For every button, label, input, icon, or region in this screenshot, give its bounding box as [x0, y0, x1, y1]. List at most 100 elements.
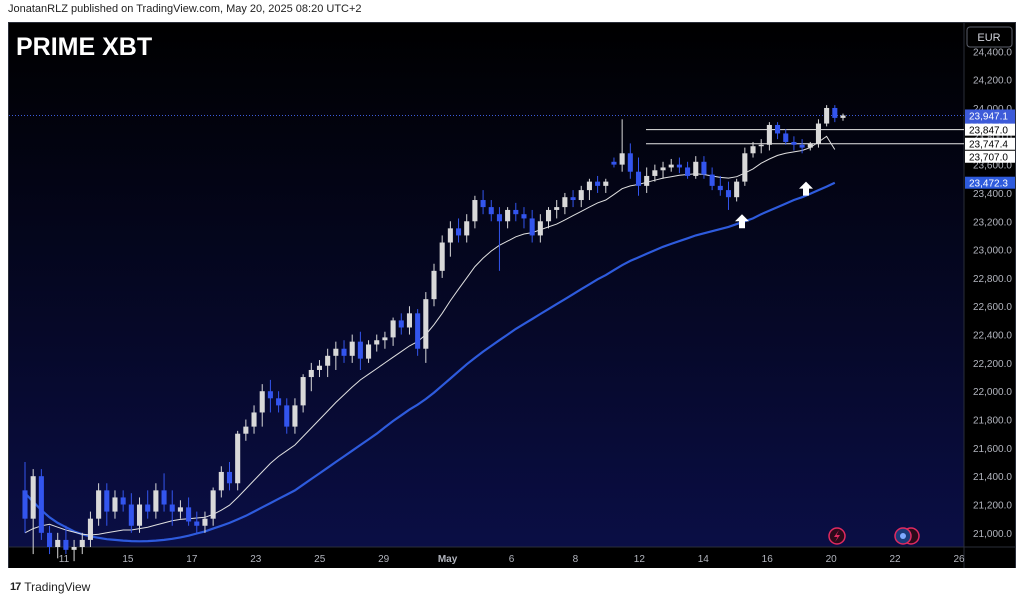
currency-box[interactable]: EUR	[966, 26, 1013, 48]
candle	[169, 490, 175, 526]
candle	[734, 178, 740, 202]
candle-body	[480, 200, 486, 208]
horizontal-levels	[9, 114, 964, 145]
candle-body	[521, 214, 527, 219]
candle-body	[390, 320, 396, 338]
x-tick-label: 15	[122, 554, 134, 565]
candle	[832, 105, 838, 123]
candle	[112, 490, 118, 519]
candle	[586, 178, 592, 201]
x-tick-label: 11	[59, 554, 70, 565]
support-arrow-1	[735, 214, 749, 229]
candle-body	[464, 221, 470, 236]
x-tick-label: 17	[186, 554, 198, 565]
candle-body	[276, 398, 282, 406]
price-label-text: 23,707.0	[969, 153, 1008, 164]
candle	[153, 483, 159, 519]
candle-body	[333, 348, 339, 356]
x-tick-label: 25	[314, 554, 326, 565]
support-arrow-2	[799, 181, 813, 196]
y-tick-label: 22,400.0	[973, 331, 1012, 342]
price-label-bg	[965, 109, 1015, 122]
candle-body	[586, 181, 592, 191]
logo: PRIME XBT	[16, 33, 152, 61]
candle-body	[840, 115, 846, 118]
candle	[685, 161, 691, 179]
candle-body	[38, 476, 44, 533]
price-label-text: 23,747.4	[969, 140, 1008, 151]
candle	[799, 139, 805, 154]
currency-icon[interactable]	[894, 527, 920, 545]
candle	[619, 119, 625, 172]
candle	[496, 207, 502, 271]
candle	[488, 200, 494, 222]
candle-body	[431, 270, 437, 300]
candle-body	[153, 490, 159, 512]
candle-body	[210, 490, 216, 519]
y-tick-label: 22,600.0	[973, 302, 1012, 313]
candle	[186, 497, 192, 526]
candle-body	[496, 214, 502, 222]
candle-body	[488, 207, 494, 215]
time-axis[interactable]: 11 15 17 23 25 29 May 6 8 12 14 16 20 22 26	[59, 554, 965, 565]
candle	[456, 218, 462, 243]
candle-body	[611, 161, 617, 165]
y-tick-label: 21,000.0	[973, 529, 1012, 540]
candle	[202, 511, 208, 533]
candle	[423, 292, 429, 363]
candle-body	[226, 471, 233, 484]
candle	[824, 105, 830, 127]
y-tick-label: 23,000.0	[973, 246, 1012, 257]
candle-body	[349, 341, 355, 356]
candle	[668, 158, 674, 172]
candle-body	[251, 412, 257, 427]
y-tick-label: 21,600.0	[973, 444, 1012, 455]
candle-body	[693, 161, 699, 176]
lightning-icon[interactable]	[828, 527, 846, 545]
plot-background	[9, 23, 964, 547]
candle-body	[685, 167, 691, 176]
candle-body	[366, 344, 372, 359]
candle-body	[513, 209, 519, 215]
candle	[537, 214, 543, 243]
price-label-ma_slow: 23,472.3	[965, 176, 1015, 190]
tradingview-logo-icon: 17	[10, 581, 21, 593]
candle-body	[595, 181, 601, 186]
candle	[709, 167, 715, 191]
price-label-bg	[965, 176, 1015, 189]
price-label-bg	[965, 150, 1015, 163]
candle	[104, 483, 110, 526]
candle	[308, 362, 314, 392]
candle	[652, 164, 658, 182]
candle	[177, 500, 183, 519]
candle	[627, 143, 633, 179]
candle-body	[652, 170, 658, 176]
candle-body	[161, 490, 167, 505]
event-icons[interactable]	[828, 527, 920, 545]
candle-body	[136, 504, 143, 526]
candle-body	[202, 518, 208, 526]
candle-body	[406, 313, 412, 328]
candles	[22, 105, 846, 562]
candle-body	[505, 209, 511, 222]
candle	[766, 122, 772, 151]
candle-body	[194, 521, 200, 526]
candle-body	[284, 405, 290, 427]
candle-body	[259, 391, 265, 413]
candle	[513, 202, 519, 222]
x-tick-label: 8	[573, 554, 579, 565]
candle	[603, 178, 609, 193]
candle-body	[603, 181, 609, 186]
candle	[701, 156, 707, 179]
candle-body	[439, 242, 445, 271]
candle-body	[308, 369, 314, 378]
candle-body	[742, 153, 748, 182]
candle	[96, 483, 102, 526]
candle-body	[447, 228, 453, 243]
candle	[775, 122, 781, 140]
price-label-bg	[965, 137, 1015, 150]
y-tick-label: 21,400.0	[973, 472, 1012, 483]
candle-body	[570, 197, 576, 201]
candle	[807, 141, 813, 151]
